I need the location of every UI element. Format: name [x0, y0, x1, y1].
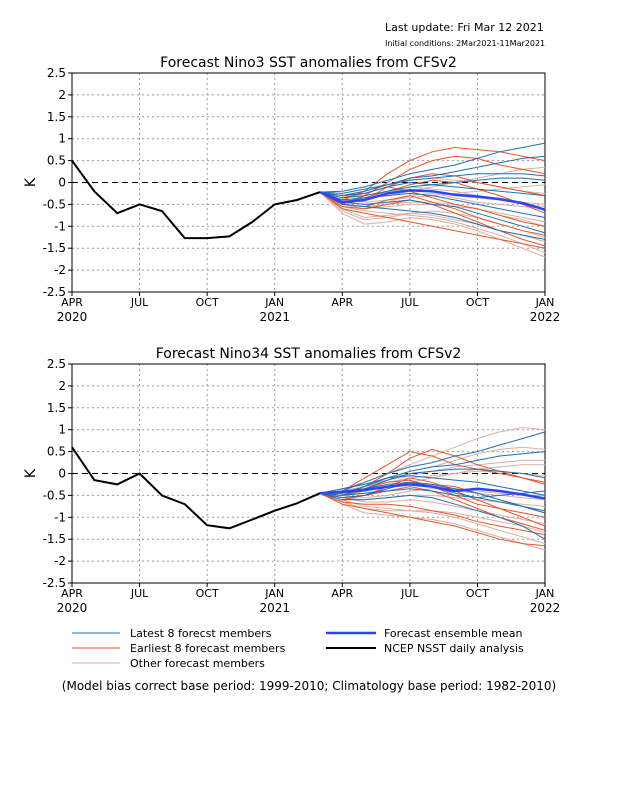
y-tick-label: 2 — [58, 88, 66, 102]
x-tick-label: JUL — [130, 296, 149, 309]
other-member-line — [319, 492, 546, 507]
y-tick-label: 0.5 — [47, 154, 66, 168]
ensemble-mean-line — [319, 189, 546, 211]
y-tick-label: -1.5 — [43, 241, 66, 255]
latest-member-line — [319, 181, 546, 197]
x-tick-label: JAN — [264, 587, 284, 600]
latest-member-line — [320, 451, 546, 494]
observed-analysis-line — [71, 160, 321, 240]
other-member-line — [319, 166, 546, 199]
x-year-label: 2021 — [259, 601, 290, 615]
other-member-line — [319, 492, 546, 545]
nino3-chart: Forecast Nino3 SST anomalies from CFSv2 2… — [23, 55, 560, 324]
latest-member-line — [319, 492, 546, 540]
latest-member-line — [319, 431, 546, 494]
x-tick-label: APR — [61, 296, 83, 309]
legend-latest-label: Latest 8 forecst members — [130, 627, 272, 640]
y-tick-label: -1 — [54, 510, 66, 524]
y-tick-label: 1 — [58, 132, 66, 146]
chart-title: Forecast Nino34 SST anomalies from CFSv2 — [156, 346, 462, 362]
legend-other-label: Other forecast members — [130, 657, 265, 670]
x-tick-label: JAN — [264, 296, 284, 309]
latest-member-line — [319, 173, 546, 197]
x-tick-label: APR — [61, 587, 83, 600]
earliest-member-line — [319, 492, 546, 536]
last-update-text: Last update: Fri Mar 12 2021 — [385, 21, 544, 34]
y-tick-label: -1 — [54, 219, 66, 233]
earliest-member-line — [319, 451, 546, 494]
latest-member-line — [319, 191, 546, 240]
earliest-member-line — [319, 186, 546, 227]
latest-member-line — [319, 488, 546, 499]
x-year-label: 2021 — [259, 310, 290, 324]
y-tick-label: -2.5 — [43, 576, 66, 590]
x-tick-label: JUL — [130, 587, 149, 600]
earliest-member-line — [319, 179, 546, 214]
y-tick-label: -1.5 — [43, 532, 66, 546]
chart-title: Forecast Nino3 SST anomalies from CFSv2 — [160, 55, 457, 71]
y-tick-label: -2.5 — [43, 285, 66, 299]
y-tick-label: 2 — [58, 379, 66, 393]
x-tick-label: JAN — [535, 587, 555, 600]
nino34-chart: Forecast Nino34 SST anomalies from CFSv2… — [23, 346, 560, 615]
other-member-line — [319, 492, 546, 525]
latest-member-line — [319, 475, 546, 496]
x-tick-label: APR — [331, 587, 353, 600]
other-member-line — [319, 426, 546, 494]
legend-earliest-label: Earliest 8 forecast members — [130, 642, 286, 655]
footnote: (Model bias correct base period: 1999-20… — [62, 679, 556, 693]
latest-member-line — [319, 191, 546, 234]
y-tick-label: 0.5 — [47, 445, 66, 459]
earliest-member-line — [319, 492, 546, 547]
x-tick-label: APR — [331, 296, 353, 309]
latest-member-line — [319, 191, 546, 218]
y-axis-label: K — [23, 468, 39, 478]
y-tick-label: -2 — [54, 554, 66, 568]
y-tick-label: 1 — [58, 423, 66, 437]
x-tick-label: OCT — [466, 296, 489, 309]
x-tick-label: OCT — [196, 587, 219, 600]
y-tick-label: 1.5 — [47, 110, 66, 124]
y-tick-label: 0 — [58, 467, 66, 481]
x-tick-label: JUL — [400, 296, 419, 309]
y-tick-label: 2.5 — [47, 66, 66, 80]
x-tick-label: OCT — [196, 296, 219, 309]
latest-member-line — [319, 155, 546, 194]
other-member-line — [319, 191, 546, 258]
initial-conditions-text: Initial conditions: 2Mar2021-11Mar2021 — [385, 39, 545, 48]
earliest-member-line — [319, 191, 546, 249]
y-tick-label: -2 — [54, 263, 66, 277]
latest-member-line — [319, 481, 546, 514]
x-tick-label: JAN — [535, 296, 555, 309]
observed-analysis-line — [71, 446, 321, 530]
ensemble-mean-line — [319, 483, 546, 500]
legend-mean-label: Forecast ensemble mean — [384, 627, 523, 640]
y-tick-label: 1.5 — [47, 401, 66, 415]
x-tick-label: JUL — [400, 587, 419, 600]
latest-member-line — [319, 142, 546, 193]
legend: Latest 8 forecst members Earliest 8 fore… — [72, 627, 524, 670]
y-tick-label: -0.5 — [43, 488, 66, 502]
legend-observed-label: NCEP NSST daily analysis — [384, 642, 524, 655]
other-member-line — [319, 492, 546, 551]
y-axis-label: K — [23, 177, 39, 187]
x-year-label: 2020 — [57, 310, 88, 324]
y-tick-label: 0 — [58, 176, 66, 190]
y-tick-label: -0.5 — [43, 197, 66, 211]
x-year-label: 2022 — [530, 601, 561, 615]
y-tick-label: 2.5 — [47, 357, 66, 371]
x-tick-label: OCT — [466, 587, 489, 600]
earliest-member-line — [319, 477, 546, 527]
x-year-label: 2022 — [530, 310, 561, 324]
other-member-line — [319, 191, 546, 254]
x-year-label: 2020 — [57, 601, 88, 615]
